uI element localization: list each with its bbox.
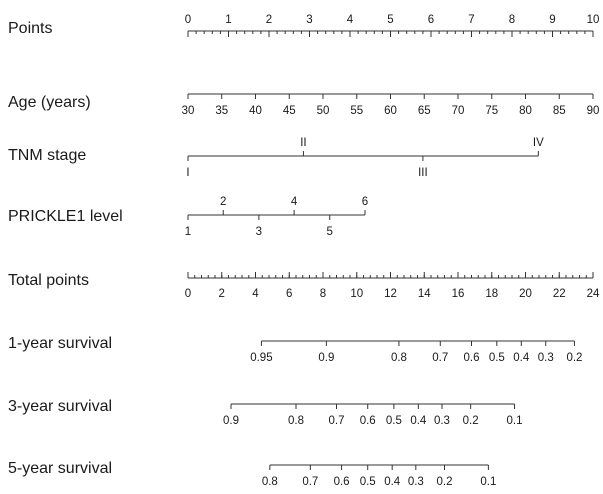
tick-label-total: 12 <box>384 288 397 300</box>
row-label-1-year-survival: 1-year survival <box>8 335 112 352</box>
tick-label-points: 10 <box>587 14 600 26</box>
row-label-5-year-survival: 5-year survival <box>8 460 112 477</box>
tick-label-surv3: 0.7 <box>329 415 345 427</box>
tick-label-prickle1: 3 <box>256 226 262 238</box>
row-label-points: Points <box>8 20 52 37</box>
tick-label-points: 2 <box>266 14 272 26</box>
tick-label-surv1: 0.6 <box>464 352 480 364</box>
tick-label-surv1: 0.8 <box>391 352 407 364</box>
tick-label-total: 20 <box>519 288 532 300</box>
tick-label-prickle1: 4 <box>291 196 298 208</box>
tick-label-tnm: II <box>300 137 306 149</box>
tick-label-age: 90 <box>587 105 600 117</box>
tick-label-points: 1 <box>225 14 231 26</box>
tick-label-surv1: 0.3 <box>538 352 554 364</box>
tick-label-total: 16 <box>452 288 465 300</box>
tick-label-prickle1: 6 <box>362 196 368 208</box>
tick-label-tnm: I <box>186 167 189 179</box>
tick-label-age: 30 <box>182 105 195 117</box>
tick-label-age: 75 <box>485 105 498 117</box>
tick-label-surv5: 0.6 <box>334 476 350 488</box>
tick-label-total: 14 <box>418 288 431 300</box>
tick-label-age: 40 <box>249 105 262 117</box>
tick-label-total: 18 <box>485 288 498 300</box>
tick-label-tnm: IV <box>533 137 544 149</box>
tick-label-surv3: 0.3 <box>434 415 450 427</box>
tick-label-prickle1: 1 <box>185 226 191 238</box>
tick-label-points: 8 <box>509 14 515 26</box>
tick-label-prickle1: 2 <box>220 196 226 208</box>
tick-label-surv5: 0.5 <box>360 476 376 488</box>
tick-label-total: 4 <box>252 288 259 300</box>
tick-label-surv1: 0.7 <box>432 352 448 364</box>
tick-label-age: 80 <box>519 105 532 117</box>
tick-label-surv1: 0.95 <box>250 352 272 364</box>
tick-label-total: 0 <box>185 288 191 300</box>
tick-label-age: 35 <box>215 105 228 117</box>
tick-label-surv3: 0.9 <box>223 415 239 427</box>
tick-label-points: 5 <box>387 14 393 26</box>
tick-label-surv5: 0.4 <box>384 476 401 488</box>
tick-label-age: 85 <box>553 105 566 117</box>
tick-label-surv3: 0.1 <box>507 415 523 427</box>
tick-label-surv5: 0.7 <box>302 476 318 488</box>
tick-label-surv3: 0.5 <box>386 415 402 427</box>
tick-label-age: 65 <box>418 105 431 117</box>
row-labels: Points Age (years) TNM stage PRICKLE1 le… <box>8 20 123 477</box>
tick-label-surv3: 0.6 <box>360 415 376 427</box>
tick-label-surv3: 0.4 <box>410 415 427 427</box>
tick-label-surv5: 0.2 <box>437 476 453 488</box>
tick-label-surv1: 0.4 <box>513 352 530 364</box>
tick-label-points: 7 <box>468 14 474 26</box>
tick-label-surv3: 0.8 <box>288 415 304 427</box>
tick-label-points: 3 <box>306 14 312 26</box>
tick-label-age: 60 <box>384 105 397 117</box>
tick-label-surv1: 0.2 <box>566 352 582 364</box>
row-label-total-points: Total points <box>8 272 89 289</box>
tick-label-points: 6 <box>428 14 434 26</box>
tick-label-total: 2 <box>219 288 225 300</box>
tick-label-points: 0 <box>185 14 191 26</box>
tick-label-prickle1: 5 <box>327 226 333 238</box>
tick-label-age: 70 <box>452 105 465 117</box>
tick-label-total: 8 <box>320 288 326 300</box>
tick-label-surv5: 0.8 <box>262 476 278 488</box>
tick-label-surv5: 0.1 <box>480 476 496 488</box>
tick-label-surv1: 0.9 <box>318 352 334 364</box>
tick-label-surv5: 0.3 <box>408 476 424 488</box>
row-label-prickle1-level: PRICKLE1 level <box>8 208 123 225</box>
tick-label-total: 22 <box>553 288 566 300</box>
tick-label-tnm: III <box>418 167 428 179</box>
tick-label-age: 55 <box>350 105 363 117</box>
tick-label-total: 10 <box>350 288 363 300</box>
tick-label-age: 45 <box>283 105 296 117</box>
row-label-3-year-survival: 3-year survival <box>8 398 112 415</box>
tick-label-surv3: 0.2 <box>463 415 479 427</box>
tick-label-points: 4 <box>347 14 354 26</box>
tick-label-total: 6 <box>286 288 292 300</box>
tick-label-age: 50 <box>317 105 330 117</box>
row-label-age: Age (years) <box>8 94 91 111</box>
row-label-tnm-stage: TNM stage <box>8 147 86 164</box>
tick-label-surv1: 0.5 <box>489 352 505 364</box>
tick-label-points: 9 <box>549 14 555 26</box>
tick-label-total: 24 <box>587 288 600 300</box>
